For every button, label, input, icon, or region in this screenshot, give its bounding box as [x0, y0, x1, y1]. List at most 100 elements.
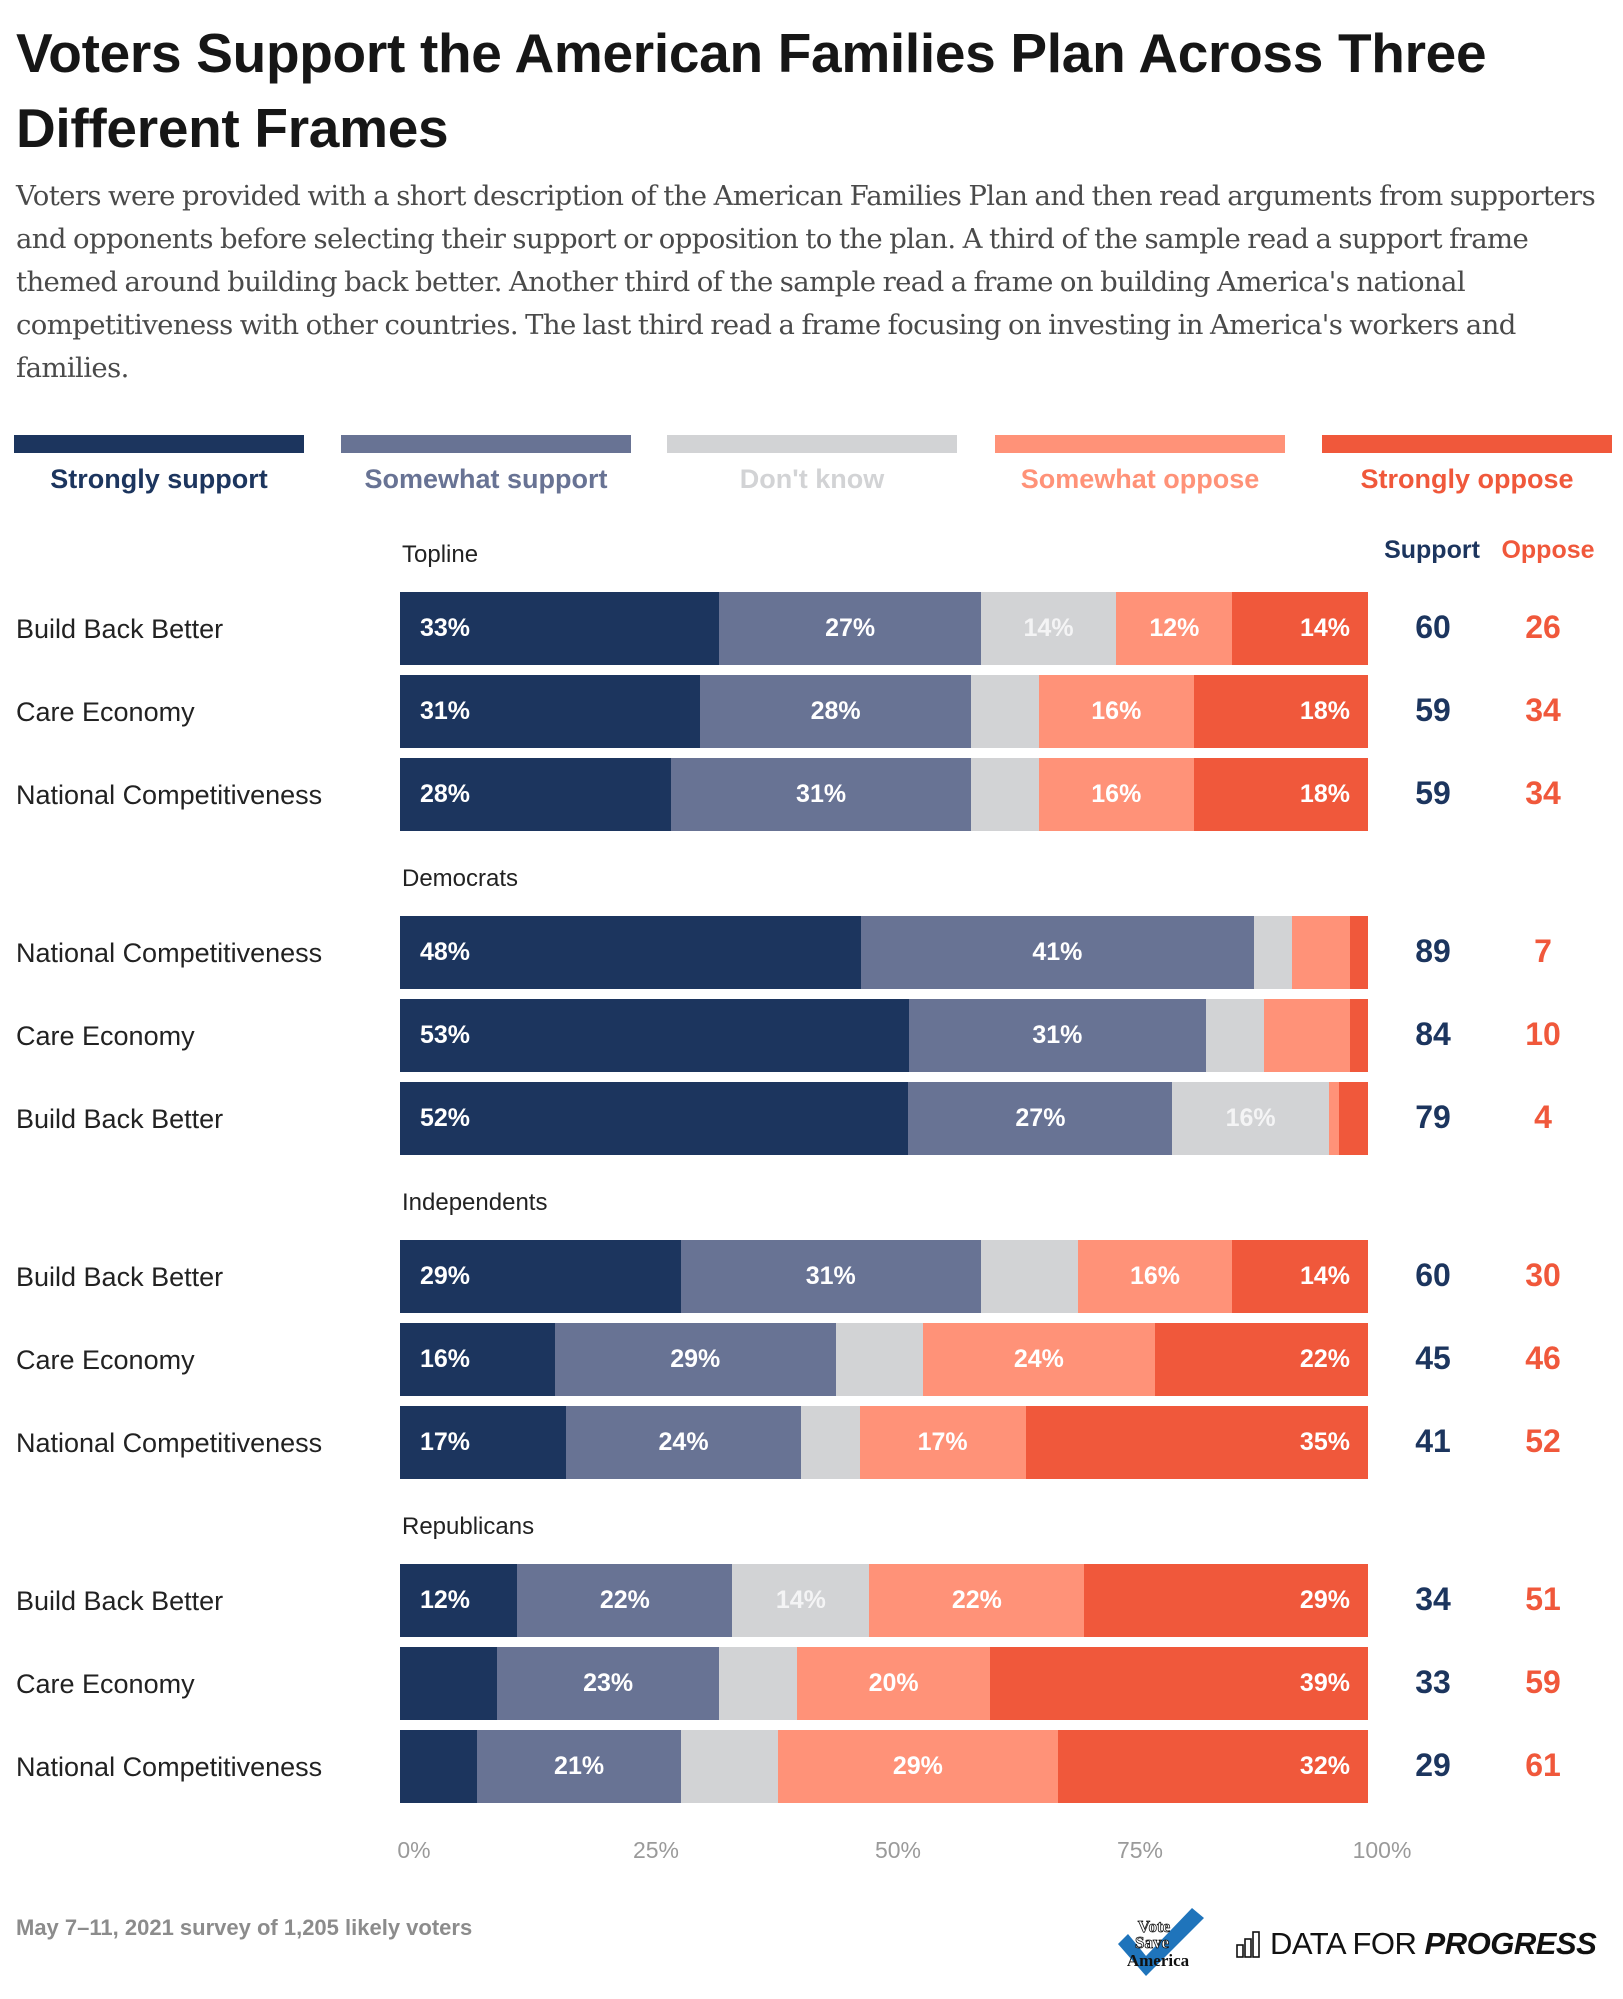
row-label: Care Economy [16, 696, 195, 727]
x-tick-label: 75% [1116, 1837, 1164, 1863]
segment-value-label: 16% [1225, 1104, 1276, 1132]
segment-value-label: 33% [420, 614, 471, 642]
chart-title: Voters Support the American Families Pla… [16, 22, 1487, 159]
stacked-bar: 16% 29% 24% 22% [400, 1323, 1368, 1396]
bar-segment-dont-know [1206, 999, 1264, 1072]
bar-segment-dont-know [971, 758, 1039, 831]
bar-segment-strongly-support: 29% [400, 1240, 681, 1313]
segment-value-label: 31% [796, 780, 847, 808]
segment-value-label: 35% [1299, 1428, 1350, 1456]
oppose-total: 59 [1525, 1663, 1561, 1700]
bar-segment-somewhat-oppose: 16% [1038, 675, 1194, 748]
segment-value-label: 16% [1091, 697, 1142, 725]
stacked-bar: 12% 22% 14% 22% 29% [400, 1564, 1368, 1637]
legend-label: Somewhat oppose [1020, 464, 1260, 494]
bar-segment-somewhat-support: 31% [671, 758, 972, 831]
segment-value-label: 14% [775, 1586, 826, 1614]
support-total: 60 [1415, 608, 1451, 645]
legend-swatch [341, 435, 631, 453]
bar-segment-dont-know [800, 1406, 860, 1479]
segment-value-label: 29% [420, 1262, 471, 1290]
bar-segment-strongly-oppose: 22% [1155, 1323, 1368, 1396]
row-label: Build Back Better [16, 1585, 224, 1616]
oppose-total: 7 [1534, 932, 1552, 969]
bar-segment-strongly-oppose: 14% [1232, 1240, 1368, 1313]
legend-label: Somewhat support [364, 464, 608, 494]
svg-text:America: America [1127, 1951, 1190, 1970]
bar-segment-dont-know [971, 675, 1039, 748]
oppose-total: 52 [1525, 1422, 1561, 1459]
bar-segment-somewhat-oppose [1328, 1082, 1339, 1155]
support-total: 29 [1415, 1746, 1451, 1783]
row-label: National Competitiveness [16, 1427, 323, 1458]
bar-segment-strongly-oppose: 14% [1232, 592, 1368, 665]
x-tick-label: 100% [1352, 1837, 1412, 1863]
bar-segment-somewhat-oppose [1292, 916, 1350, 989]
oppose-total: 51 [1525, 1580, 1561, 1617]
legend-item-somewhat-support: Somewhat support [341, 435, 631, 495]
segment-value-label: 12% [1149, 614, 1200, 642]
segment-value-label: 18% [1299, 780, 1350, 808]
stacked-bar: 33% 27% 14% 12% 14% [400, 592, 1368, 665]
stacked-bar: 48% 41% [400, 916, 1368, 989]
legend-item-strongly-oppose: Strongly oppose [1322, 435, 1612, 495]
segment-value-label: 27% [825, 614, 876, 642]
segment-value-label: 24% [1013, 1345, 1064, 1373]
support-total: 59 [1415, 691, 1451, 728]
vote-save-america-logo: Vote Save America [1114, 1906, 1212, 1982]
bar-segment-strongly-oppose: 35% [1025, 1406, 1368, 1479]
bar-segment-strongly-oppose [1349, 916, 1368, 989]
segment-value-label: 31% [805, 1262, 856, 1290]
oppose-total: 10 [1525, 1015, 1561, 1052]
row-label: Care Economy [16, 1344, 195, 1375]
row-label: National Competitiveness [16, 779, 323, 810]
bar-segment-dont-know [835, 1323, 923, 1396]
segment-value-label: 17% [917, 1428, 968, 1456]
segment-value-label: 21% [554, 1752, 605, 1780]
support-total: 41 [1415, 1422, 1451, 1459]
oppose-total: 4 [1534, 1098, 1552, 1135]
segment-value-label: 24% [658, 1428, 709, 1456]
bar-segment-dont-know [719, 1647, 797, 1720]
row-label: National Competitiveness [16, 1751, 323, 1782]
segment-value-label: 14% [1299, 614, 1350, 642]
bar-segment-dont-know: 16% [1172, 1082, 1329, 1155]
bar-segment-strongly-oppose: 32% [1058, 1730, 1368, 1803]
data-for-progress-logo: DATA FOR PROGRESS [1236, 1924, 1597, 1964]
checkmark-icon: Vote Save America [1118, 1908, 1204, 1976]
bar-segment-strongly-oppose: 29% [1084, 1564, 1368, 1637]
segment-value-label: 23% [583, 1669, 634, 1697]
segment-value-label: 16% [1130, 1262, 1181, 1290]
bar-segment-somewhat-oppose: 16% [1077, 1240, 1233, 1313]
support-total: 84 [1415, 1015, 1451, 1052]
bar-segment-strongly-support [400, 1647, 497, 1720]
support-total: 60 [1415, 1256, 1451, 1293]
legend-swatch [995, 435, 1285, 453]
row-label: Build Back Better [16, 1261, 224, 1292]
support-column-header: Support [1384, 536, 1480, 564]
segment-value-label: 20% [868, 1669, 919, 1697]
segment-value-label: 39% [1299, 1669, 1350, 1697]
bar-segment-dont-know: 14% [732, 1564, 870, 1637]
bar-segment-dont-know [1254, 916, 1293, 989]
group-label: Independents [402, 1189, 548, 1216]
bar-segment-somewhat-oppose [1263, 999, 1350, 1072]
bar-segment-strongly-support: 33% [400, 592, 720, 665]
oppose-total: 26 [1525, 608, 1561, 645]
bar-segment-dont-know [680, 1730, 778, 1803]
oppose-column-header: Oppose [1501, 536, 1595, 564]
support-total: 45 [1415, 1339, 1451, 1376]
legend-swatch [667, 435, 957, 453]
bar-segment-somewhat-support: 31% [908, 999, 1207, 1072]
group-label: Republicans [402, 1513, 535, 1540]
segment-value-label: 22% [1299, 1345, 1350, 1373]
bar-segment-dont-know [980, 1240, 1078, 1313]
bar-chart-icon [1236, 1931, 1260, 1958]
segment-value-label: 29% [1299, 1586, 1350, 1614]
bar-segment-strongly-support: 52% [400, 1082, 909, 1155]
bar-segment-strongly-support: 53% [400, 999, 909, 1072]
bar-segment-somewhat-oppose: 24% [922, 1323, 1156, 1396]
oppose-total: 30 [1525, 1256, 1561, 1293]
stacked-bar: 17% 24% 17% 35% [400, 1406, 1368, 1479]
x-tick-label: 0% [397, 1837, 431, 1863]
